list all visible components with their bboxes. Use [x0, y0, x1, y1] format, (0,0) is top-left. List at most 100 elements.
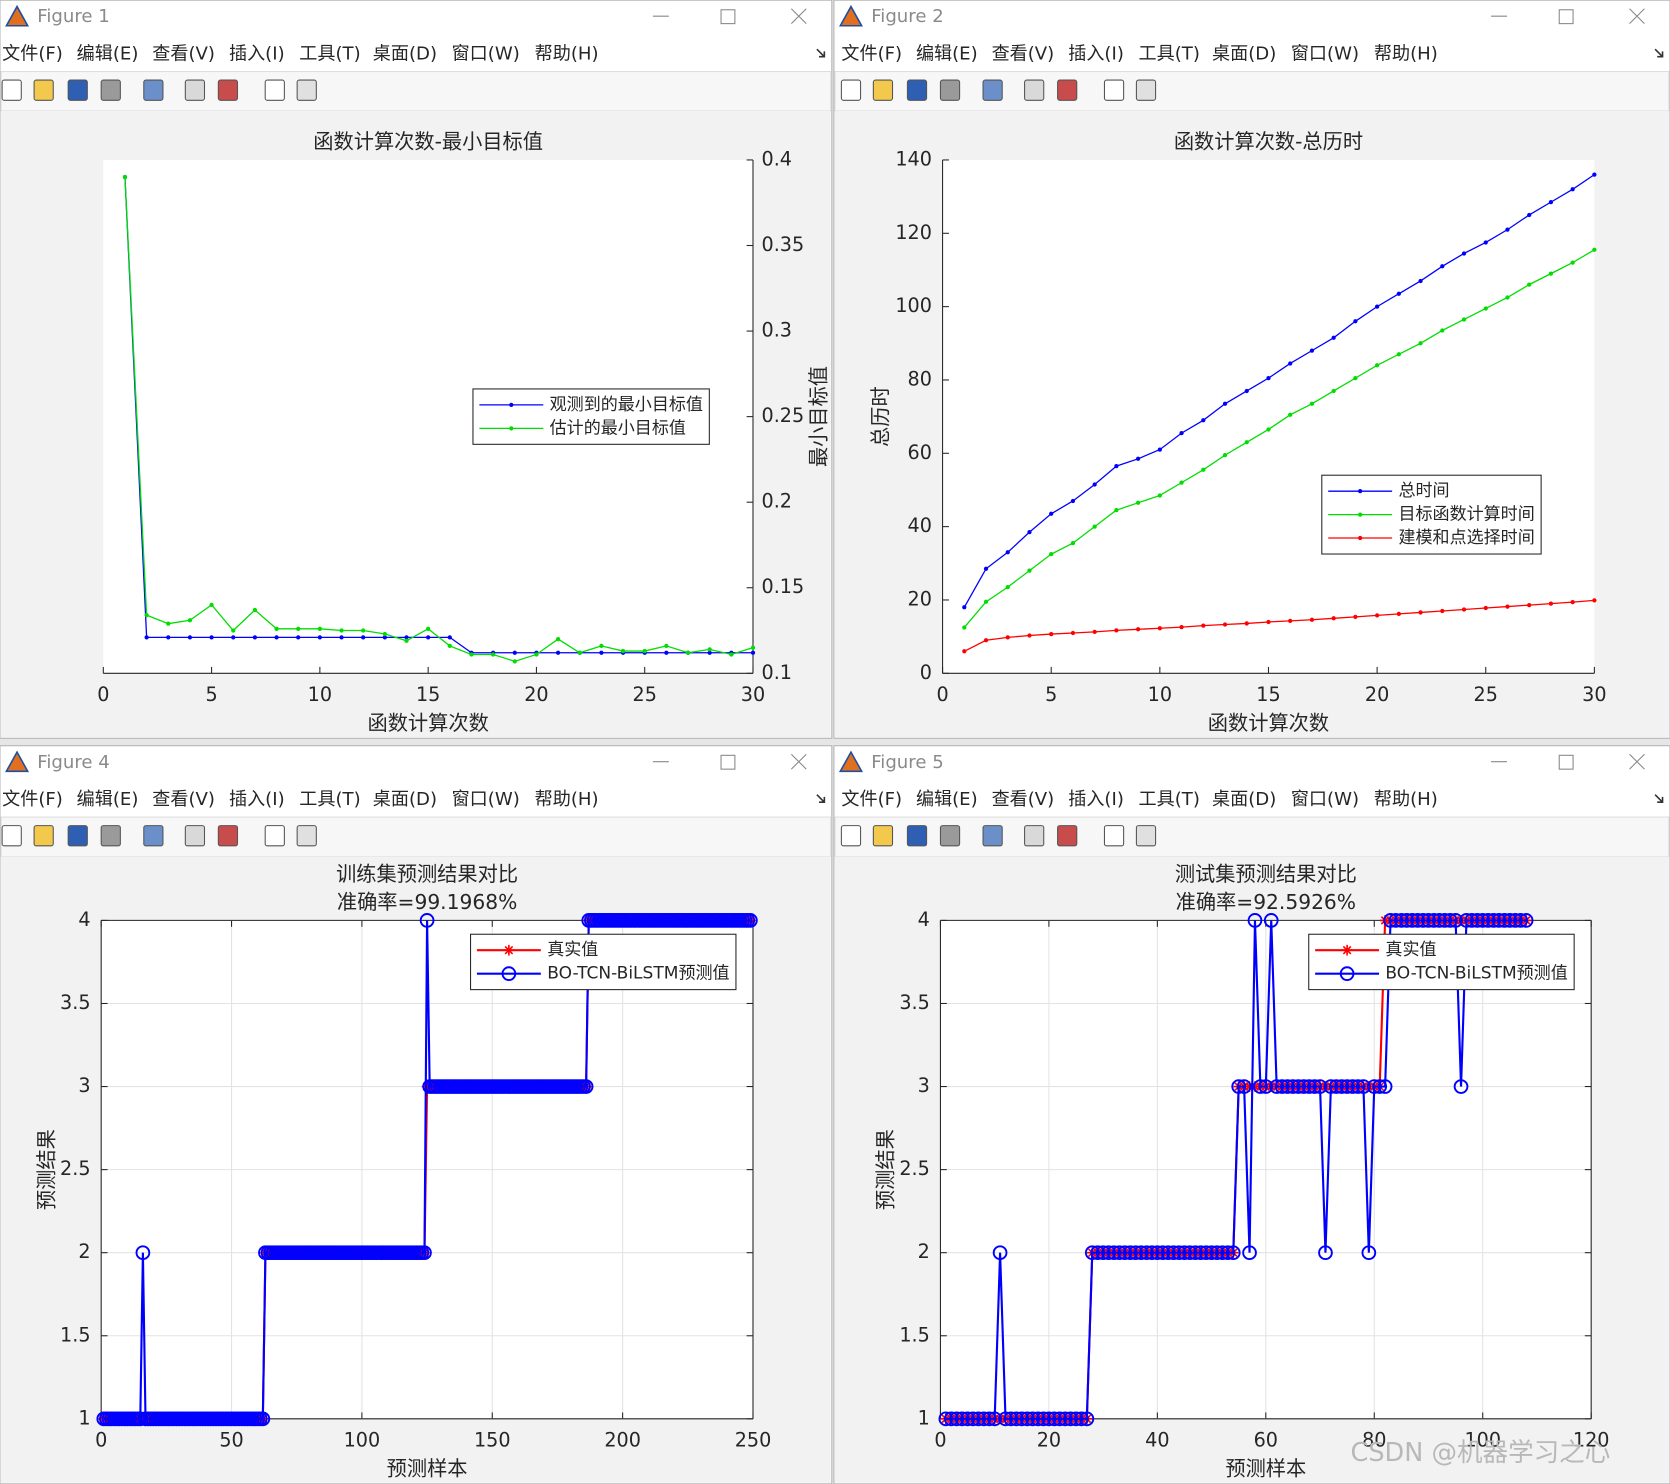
marker [144, 612, 149, 618]
menu-item[interactable]: 插入(I) [1068, 44, 1124, 65]
menu-item[interactable]: 插入(I) [229, 789, 285, 810]
menu-item[interactable]: 文件(F) [841, 789, 902, 810]
menu-item[interactable]: 窗口(W) [452, 44, 520, 65]
menu-item[interactable]: 窗口(W) [1291, 789, 1359, 810]
menu-item[interactable]: 查看(V) [992, 44, 1055, 65]
toolbar-button[interactable] [143, 79, 164, 101]
menu-item[interactable]: 查看(V) [152, 44, 215, 65]
close-button[interactable] [1629, 753, 1645, 770]
toolbar-button[interactable] [906, 825, 928, 847]
menu-item[interactable]: 工具(T) [1139, 789, 1200, 810]
menu-dock-arrow[interactable] [816, 794, 826, 803]
x-tick-label: 20 [524, 683, 548, 706]
marker [555, 636, 561, 642]
toolbar-button[interactable] [906, 79, 928, 101]
toolbar-button[interactable] [840, 825, 862, 847]
toolbar-button[interactable] [184, 825, 206, 847]
series-line [963, 249, 1595, 628]
marker [555, 650, 561, 655]
menu-item[interactable]: 工具(T) [299, 789, 360, 810]
toolbar-button[interactable] [217, 79, 239, 101]
toolbar-button[interactable] [939, 825, 961, 847]
toolbar-button[interactable] [1057, 825, 1078, 847]
toolbar-button[interactable] [872, 825, 894, 847]
toolbar-button[interactable] [1103, 79, 1125, 101]
toolbar-button[interactable] [296, 79, 317, 101]
menu-item[interactable]: 窗口(W) [452, 789, 520, 810]
marker [750, 650, 756, 655]
menu-item[interactable]: 桌面(D) [373, 44, 437, 65]
y-tick-label: 1 [918, 1406, 930, 1429]
marker [1296, 1079, 1312, 1094]
menu-item[interactable]: 帮助(H) [1374, 44, 1438, 65]
toolbar-button[interactable] [982, 79, 1003, 101]
menu-dock-arrow[interactable] [1654, 794, 1664, 803]
maximize-button[interactable] [1558, 754, 1574, 770]
marker [1182, 1245, 1198, 1261]
close-button[interactable] [1629, 8, 1645, 24]
toolbar-button[interactable] [67, 825, 88, 847]
toolbar-button[interactable] [1103, 825, 1125, 847]
toolbar-button[interactable] [217, 825, 239, 847]
toolbar-button[interactable] [143, 825, 164, 847]
toolbar-button[interactable] [264, 79, 285, 101]
close-button[interactable] [790, 8, 807, 24]
toolbar-button[interactable] [264, 825, 285, 847]
toolbar-button[interactable] [184, 79, 206, 101]
toolbar-button[interactable] [1, 79, 22, 101]
toolbar-button[interactable] [872, 79, 894, 101]
toolbar-button[interactable] [100, 825, 121, 847]
menu-item[interactable]: 插入(I) [1068, 789, 1124, 810]
menu-item[interactable]: 窗口(W) [1291, 44, 1359, 65]
menu-item[interactable]: 桌面(D) [1212, 789, 1276, 810]
x-tick-label: 10 [1148, 683, 1172, 706]
maximize-button[interactable] [720, 9, 736, 25]
maximize-button[interactable] [720, 754, 736, 770]
marker [1009, 1411, 1024, 1427]
menu-item[interactable]: 编辑(E) [916, 44, 978, 65]
maximize-button[interactable] [1558, 9, 1574, 25]
toolbar-button[interactable] [1135, 79, 1157, 101]
menu-item[interactable]: 帮助(H) [535, 44, 599, 65]
marker [1201, 467, 1206, 472]
menu-item[interactable]: 帮助(H) [1374, 789, 1438, 810]
menu-item[interactable]: 文件(F) [2, 789, 63, 810]
y-tick-label: 1.5 [60, 1323, 90, 1346]
toolbar-button[interactable] [1135, 825, 1157, 847]
toolbar-button[interactable] [33, 825, 54, 847]
menu-item[interactable]: 编辑(E) [77, 789, 139, 810]
toolbar-button[interactable] [840, 79, 862, 101]
menu-item[interactable]: 查看(V) [152, 789, 215, 810]
menu-dock-arrow[interactable] [816, 48, 826, 58]
marker [1383, 913, 1398, 928]
menu-dock-arrow[interactable] [1654, 48, 1664, 58]
marker [1361, 1245, 1377, 1261]
menu-item[interactable]: 编辑(E) [77, 44, 139, 65]
toolbar-button[interactable] [1024, 825, 1045, 847]
menu-item[interactable]: 文件(F) [2, 44, 63, 65]
menu-item[interactable]: 查看(V) [992, 789, 1055, 810]
y-tick-label: 2.5 [60, 1157, 90, 1180]
menu-item[interactable]: 插入(I) [229, 44, 285, 65]
close-button[interactable] [790, 753, 807, 770]
toolbar-button[interactable] [982, 825, 1003, 847]
toolbar-button[interactable] [33, 79, 54, 101]
toolbar-button[interactable] [1057, 79, 1078, 101]
menu-item[interactable]: 工具(T) [299, 44, 360, 65]
toolbar-button[interactable] [67, 79, 88, 101]
marker [1135, 627, 1141, 632]
menu-item[interactable]: 帮助(H) [535, 789, 599, 810]
toolbar-button[interactable] [1, 825, 22, 847]
menu-item[interactable]: 工具(T) [1139, 44, 1200, 65]
marker [1106, 1245, 1122, 1261]
menu-item[interactable]: 桌面(D) [1212, 44, 1276, 65]
toolbar-button[interactable] [100, 79, 121, 101]
menu-item[interactable]: 文件(F) [841, 44, 902, 65]
toolbar-button[interactable] [1024, 79, 1045, 101]
marker [1483, 605, 1488, 611]
menu-item[interactable]: 桌面(D) [373, 789, 437, 810]
y-tick-label: 0.4 [762, 147, 792, 170]
menu-item[interactable]: 编辑(E) [916, 789, 978, 810]
toolbar-button[interactable] [296, 825, 317, 847]
toolbar-button[interactable] [939, 79, 961, 101]
